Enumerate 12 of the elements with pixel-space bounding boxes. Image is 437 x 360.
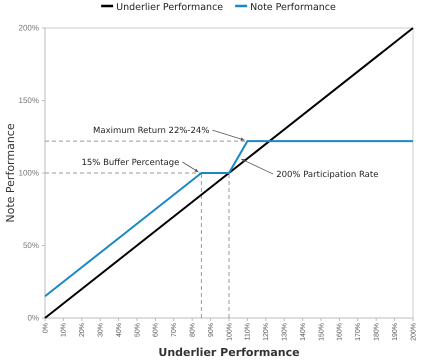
y-tick-label: 0%	[27, 314, 39, 323]
annotation: 200% Participation Rate	[276, 170, 378, 180]
legend-label: Underlier Performance	[116, 2, 224, 13]
legend-label: Note Performance	[250, 2, 336, 13]
y-tick-label: 100%	[18, 168, 39, 178]
annotation: Maximum Return 22%-24%	[93, 126, 210, 136]
y-tick-label: 200%	[18, 24, 39, 33]
annotation: 15% Buffer Percentage	[81, 158, 180, 168]
y-axis-title: Note Performance	[4, 123, 17, 223]
y-tick-label: 50%	[22, 241, 39, 250]
y-tick-label: 150%	[18, 96, 39, 106]
x-axis-title: Underlier Performance	[158, 346, 300, 359]
